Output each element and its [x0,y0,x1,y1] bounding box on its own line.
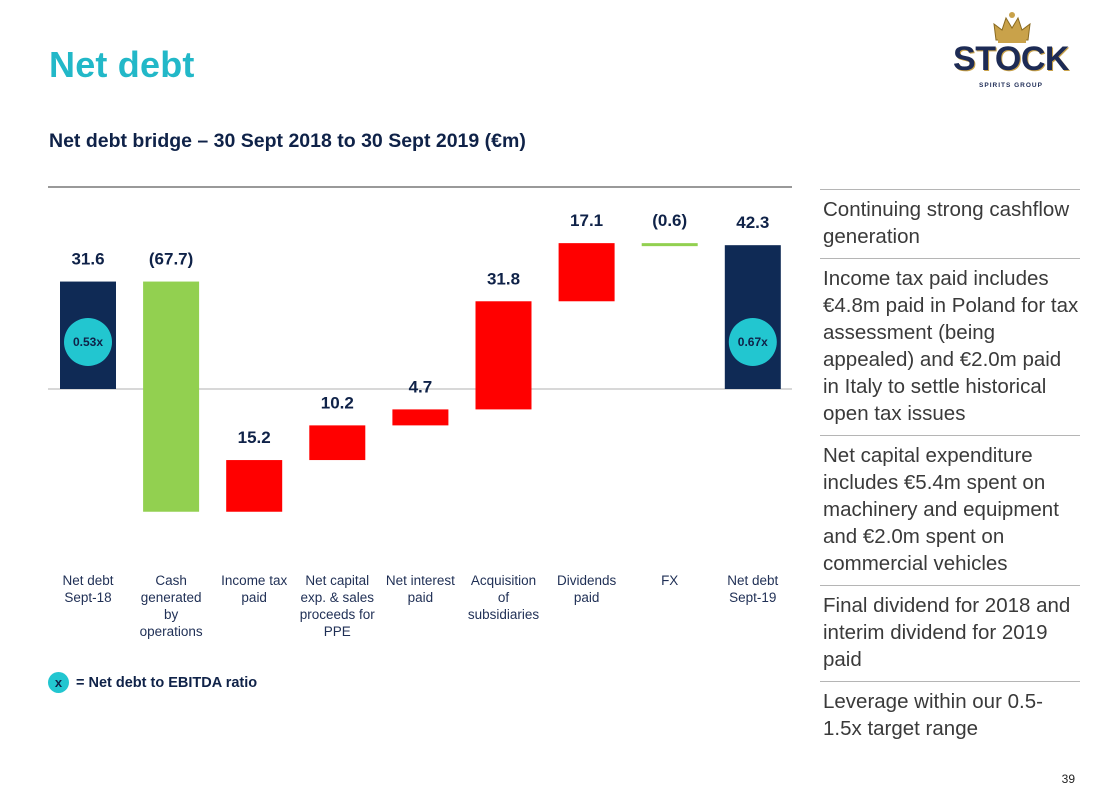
category-label-7: FX [661,573,678,588]
waterfall-chart: 31.6 0.53x Net debt Sept-18 (67.7) Cash genera… [48,186,792,639]
category-label-0: Net debt Sept-18 [62,573,113,605]
data-label-6: 17.1 [570,211,603,230]
category-label-line: PPE [324,624,351,639]
page-number: 39 [1061,772,1075,786]
data-label-7: (0.6) [652,211,687,230]
commentary-item: Final dividend for 2018 and interim divi… [820,585,1080,681]
ratio-badge-8 [728,318,777,366]
category-label-5: Acquisition of subsidiaries [468,573,540,622]
commentary-item: Net capital expenditure includes €5.4m s… [820,435,1080,585]
commentary-item: Continuing strong cashflow generation [820,189,1080,258]
bar-2 [226,460,283,512]
category-label-line: Income tax [221,573,287,588]
bar-3 [309,425,366,461]
ratio-label-8: 0.67x [738,335,768,349]
category-label-line: of [498,590,510,605]
data-label-8: 42.3 [736,213,769,232]
category-label-line: paid [408,590,434,605]
category-label-line: Cash [155,573,187,588]
category-label-2: Income tax paid [221,573,287,605]
category-label-3: Net capital exp. & sales proceeds for PPE [300,573,376,639]
ratio-label-0: 0.53x [73,335,103,349]
category-label-line: paid [241,590,267,605]
category-label-4: Net interest paid [386,573,455,605]
category-label-line: Acquisition [471,573,536,588]
category-label-line: FX [661,573,678,588]
bar-6 [558,243,615,302]
data-label-5: 31.8 [487,269,520,288]
category-label-line: subsidiaries [468,607,540,622]
chart-title: Net debt bridge – 30 Sept 2018 to 30 Sep… [49,130,526,152]
category-label-line: generated [141,590,202,605]
logo-tagline: SPIRITS GROUP [979,82,1043,89]
category-label-line: Net capital [305,573,369,588]
bar-1 [143,281,200,512]
ratio-badge-0 [64,318,112,366]
category-label-line: Sept-19 [729,590,776,605]
category-label-1: Cash generated by operations [140,573,203,639]
slide-title: Net debt [49,44,195,85]
stock-spirits-logo: STOCK SPIRITS GROUP [936,10,1086,90]
category-label-line: operations [140,624,203,639]
data-label-1: (67.7) [149,250,193,269]
category-label-line: Sept-18 [64,590,111,605]
category-label-line: by [164,607,179,622]
category-label-line: Dividends [557,573,617,588]
crown-crest-icon [993,12,1031,43]
commentary-item: Leverage within our 0.5-1.5x target rang… [820,681,1080,750]
ratio-legend-badge: x [48,672,69,693]
legend-text: = Net debt to EBITDA ratio [76,674,258,691]
data-label-2: 15.2 [238,428,271,447]
data-label-0: 31.6 [71,250,104,269]
category-label-8: Net debt Sept-19 [727,573,778,605]
data-label-3: 10.2 [321,393,354,412]
commentary-item: Income tax paid includes €4.8m paid in P… [820,258,1080,435]
logo-brand: STOCK [953,40,1069,78]
category-label-line: proceeds for [300,607,376,622]
category-label-line: Net interest [386,573,455,588]
commentary-list: Continuing strong cashflow generation In… [820,189,1080,750]
legend: x = Net debt to EBITDA ratio [48,672,257,693]
category-label-6: Dividends paid [557,573,617,605]
category-label-line: exp. & sales [301,590,375,605]
bar-4 [392,409,449,426]
bar-7 [641,243,698,247]
category-label-line: paid [574,590,600,605]
bar-8 [724,245,781,389]
bar-5 [475,301,532,410]
category-label-line: Net debt [727,573,778,588]
data-label-4: 4.7 [409,377,433,396]
category-label-line: Net debt [62,573,113,588]
